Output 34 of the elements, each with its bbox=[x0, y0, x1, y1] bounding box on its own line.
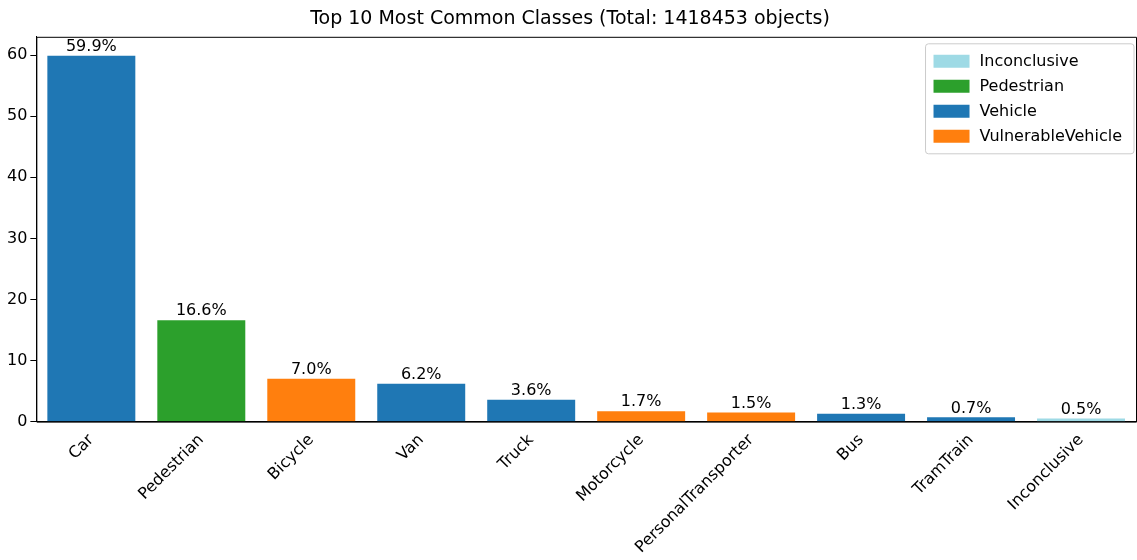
y-tick-label: 60 bbox=[7, 44, 28, 64]
x-tick-label: Bus bbox=[832, 429, 867, 465]
bar bbox=[157, 320, 246, 422]
x-tick-label: Car bbox=[64, 429, 98, 463]
bar bbox=[927, 417, 1016, 422]
x-tick-label: Van bbox=[392, 429, 427, 465]
legend-label: Pedestrian bbox=[979, 75, 1065, 95]
bar bbox=[597, 411, 686, 422]
data-label: 6.2% bbox=[400, 363, 442, 383]
bar bbox=[47, 55, 136, 422]
data-label: 1.5% bbox=[730, 392, 772, 412]
bar bbox=[817, 413, 906, 422]
bar bbox=[707, 412, 796, 422]
data-label: 1.3% bbox=[840, 393, 882, 413]
y-tick-label: 50 bbox=[7, 105, 28, 125]
data-label: 59.9% bbox=[65, 35, 117, 55]
y-tick-label: 40 bbox=[7, 166, 28, 186]
legend-label: Vehicle bbox=[979, 100, 1037, 120]
y-tick-label: 20 bbox=[7, 288, 28, 308]
y-tick-label: 30 bbox=[7, 227, 28, 247]
bar bbox=[267, 378, 356, 422]
chart-title: Top 10 Most Common Classes (Total: 1418453 objects) bbox=[309, 6, 830, 29]
y-tick-label: 0 bbox=[17, 410, 28, 430]
data-label: 7.0% bbox=[290, 359, 332, 379]
data-label: 16.6% bbox=[175, 300, 227, 320]
data-label: 1.7% bbox=[620, 391, 662, 411]
data-label: 3.6% bbox=[510, 379, 552, 399]
bar bbox=[377, 383, 466, 422]
y-tick-label: 10 bbox=[7, 349, 28, 369]
legend-label: Inconclusive bbox=[979, 50, 1079, 70]
data-label: 0.7% bbox=[950, 397, 992, 417]
legend-label: VulnerableVehicle bbox=[979, 125, 1123, 145]
bar bbox=[487, 399, 576, 422]
data-label: 0.5% bbox=[1060, 398, 1102, 418]
